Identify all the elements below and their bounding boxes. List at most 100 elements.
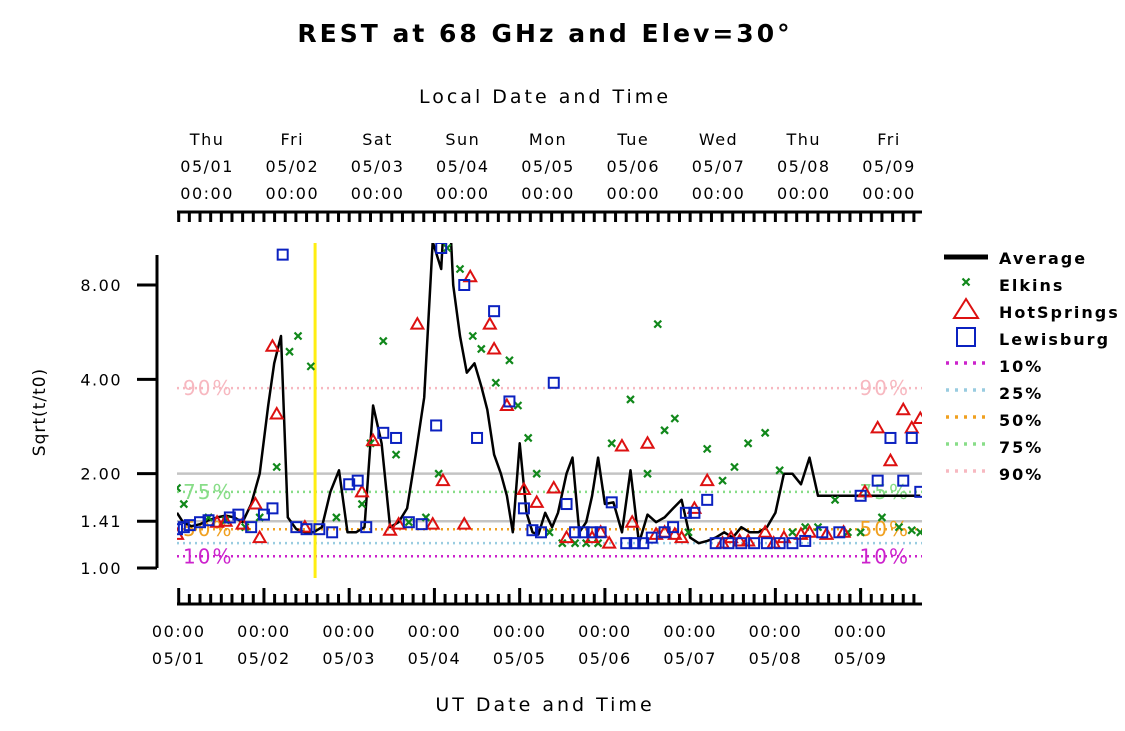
bottom-tick-time: 00:00 xyxy=(408,622,462,641)
lewisburg-point xyxy=(605,496,618,509)
elkins-point xyxy=(523,433,533,443)
elkins-point-b xyxy=(684,528,693,537)
lewisburg-point xyxy=(223,511,236,524)
hotsprings-point xyxy=(217,513,234,527)
lewisburg-point xyxy=(194,516,207,529)
bottom-tick-date: 05/02 xyxy=(237,649,291,668)
lewisburg-point xyxy=(232,508,245,521)
hotsprings-point xyxy=(365,432,381,447)
elkins-point xyxy=(702,444,712,454)
bottom-tick-date: 05/08 xyxy=(749,649,803,668)
elkins-point xyxy=(607,439,617,448)
lewisburg-point xyxy=(526,524,539,537)
top-tick-dow: Sun xyxy=(445,130,480,149)
top-tick-dow: Thu xyxy=(189,130,225,149)
elkins-point xyxy=(775,466,784,475)
elkins-point-b xyxy=(285,347,294,356)
elkins-point xyxy=(660,426,669,435)
hotsprings-point xyxy=(723,529,739,544)
lewisburg-point xyxy=(430,419,443,432)
hotsprings-point xyxy=(895,401,911,416)
lewisburg-point xyxy=(833,526,846,539)
elkins-point-b xyxy=(332,513,341,522)
top-tick-dow: Mon xyxy=(529,130,567,149)
elkins-point-b xyxy=(643,469,652,478)
elkins-point xyxy=(468,331,478,341)
elkins-point-b xyxy=(856,528,865,537)
hotsprings-point xyxy=(818,526,835,540)
top-tick-dow: Thu xyxy=(785,130,821,149)
percentile-label-right: 10% xyxy=(860,544,910,568)
bottom-tick-time: 00:00 xyxy=(237,622,291,641)
top-tick-time: 00:00 xyxy=(351,184,405,203)
elkins-point-b xyxy=(379,336,388,346)
lewisburg-point xyxy=(202,514,215,527)
elkins-point xyxy=(477,344,486,354)
elkins-point xyxy=(907,525,917,535)
elkins-point xyxy=(357,499,367,509)
elkins-point-b xyxy=(730,462,739,472)
elkins-point xyxy=(730,462,739,472)
top-tick-date: 05/01 xyxy=(180,157,234,176)
y-tick-label: 1.41 xyxy=(80,512,122,531)
legend-label: 50% xyxy=(999,411,1043,430)
lewisburg-point xyxy=(503,395,516,408)
elkins-point xyxy=(558,538,567,548)
legend-label: HotSprings xyxy=(999,303,1120,322)
elkins-point-b xyxy=(477,344,486,354)
y-tick-label: 1.00 xyxy=(80,559,122,578)
top-tick-dow: Fri xyxy=(281,130,305,149)
percentile-label-right: 75% xyxy=(860,480,910,504)
bottom-tick-time: 00:00 xyxy=(663,622,717,641)
elkins-point-b xyxy=(660,426,669,435)
elkins-point xyxy=(760,428,770,438)
elkins-point xyxy=(830,495,840,505)
hotsprings-point xyxy=(435,472,451,487)
lewisburg-point xyxy=(735,537,748,550)
elkins-point-b xyxy=(743,439,753,448)
elkins-point-b xyxy=(570,538,580,548)
elkins-point-b xyxy=(391,450,401,459)
hotsprings-point xyxy=(528,494,545,508)
series-layer xyxy=(177,243,922,550)
hotsprings-point xyxy=(757,524,773,538)
lewisburg-point xyxy=(871,474,884,487)
elkins-point-b xyxy=(760,428,770,438)
legend-item: 25% xyxy=(946,384,1043,403)
elkins-point-b xyxy=(558,538,567,548)
legend-label: 25% xyxy=(999,384,1043,403)
lewisburg-point xyxy=(343,478,356,491)
bottom-tick-time: 00:00 xyxy=(578,622,632,641)
lewisburg-point xyxy=(351,474,364,487)
top-tick-time: 00:00 xyxy=(606,184,660,203)
top-tick-dow: Fri xyxy=(877,130,901,149)
lewisburg-point xyxy=(390,431,403,444)
hotsprings-point xyxy=(264,338,281,352)
elkins-point xyxy=(434,469,443,478)
lewisburg-point xyxy=(748,537,761,550)
lewisburg-point xyxy=(905,431,918,444)
legend-label: Elkins xyxy=(999,276,1064,295)
elkins-point-b xyxy=(177,483,182,490)
bottom-tick-time: 00:00 xyxy=(152,622,206,641)
elkins-point-b xyxy=(581,538,591,548)
elkins-point xyxy=(581,538,591,548)
elkins-point-a xyxy=(177,486,182,493)
legend-x-swatch-b xyxy=(961,277,971,287)
elkins-point-b xyxy=(702,444,712,454)
elkins-point xyxy=(505,356,514,365)
legend-item: 50% xyxy=(946,411,1043,430)
hotsprings-point xyxy=(624,514,640,528)
top-tick-time: 00:00 xyxy=(862,184,916,203)
lewisburg-point xyxy=(435,243,448,254)
lewisburg-point xyxy=(488,305,501,318)
legend-item: Lewisburg xyxy=(956,327,1108,349)
lewisburg-point xyxy=(276,248,289,261)
elkins-point xyxy=(532,469,541,478)
hotsprings-point xyxy=(456,516,472,530)
bottom-axis-title: UT Date and Time xyxy=(435,694,654,716)
elkins-point-b xyxy=(800,522,810,532)
hotsprings-point xyxy=(912,410,922,424)
elkins-point-b xyxy=(788,528,797,537)
